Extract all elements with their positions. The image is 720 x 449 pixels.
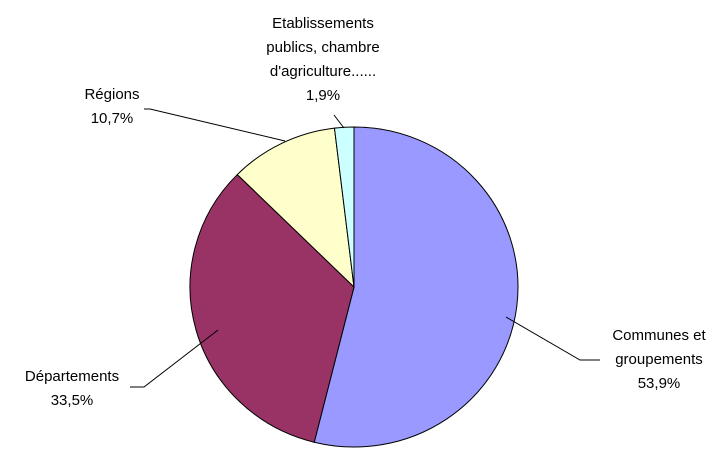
- slice-regions: [236, 127, 355, 289]
- slice-communes: [313, 126, 519, 448]
- slice-label-regions: Régions: [84, 86, 139, 103]
- leader-line-etablissements: [333, 114, 345, 129]
- leader-line-departements: [130, 329, 219, 388]
- slice-etablissements: [333, 126, 355, 288]
- slice-label-communes-line-1: Communes et: [612, 327, 706, 344]
- leader-line-communes: [505, 316, 600, 361]
- pie-slices: [189, 126, 519, 448]
- slice-departements: [189, 173, 355, 443]
- label-communes: Communes et groupements 53,9%: [505, 316, 707, 392]
- slice-label-etablissements-line-1: Etablissements: [272, 15, 374, 32]
- slice-value-departements: 33,5%: [51, 392, 94, 409]
- label-departements: Départements 33,5%: [25, 329, 219, 409]
- slice-label-etablissements-line-3: d'agriculture......: [270, 63, 376, 80]
- slice-value-communes: 53,9%: [638, 375, 681, 392]
- leader-line-regions: [144, 108, 286, 142]
- slice-value-regions: 10,7%: [91, 110, 134, 127]
- slice-label-etablissements-line-2: publics, chambre: [266, 39, 379, 56]
- label-etablissements: Etablissements publics, chambre d'agricu…: [266, 15, 380, 129]
- slice-label-departements: Départements: [25, 368, 119, 385]
- slice-label-communes-line-2: groupements: [615, 351, 703, 368]
- label-regions: Régions 10,7%: [84, 86, 286, 142]
- slice-value-etablissements: 1,9%: [306, 87, 340, 104]
